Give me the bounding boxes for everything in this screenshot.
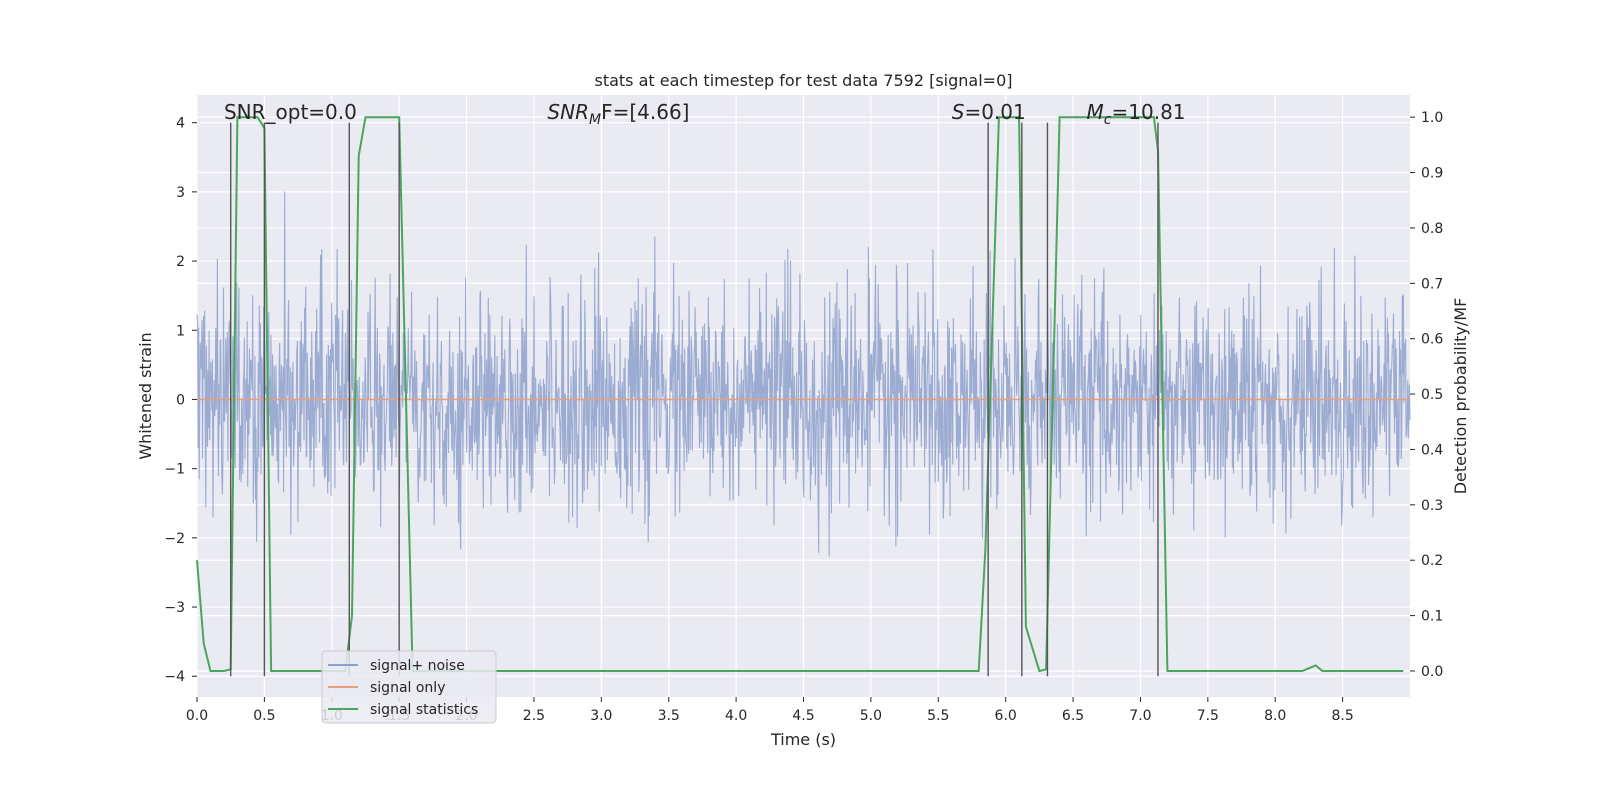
x-tick-9: 4.5 bbox=[792, 708, 814, 724]
annotation-2: S=0.01 bbox=[952, 100, 1026, 124]
y2-tick-4: 0.4 bbox=[1421, 442, 1443, 458]
y-axis-label: Whitened strain bbox=[136, 332, 155, 459]
x-tick-13: 6.5 bbox=[1062, 708, 1084, 724]
y2-tick-8: 0.8 bbox=[1421, 221, 1443, 237]
legend: signal+ noise signal only signal statistic… bbox=[321, 650, 497, 724]
annotation-0: SNR_opt=0.0 bbox=[224, 100, 357, 124]
y2-tick-10: 1.0 bbox=[1421, 110, 1443, 126]
marker-lines bbox=[229, 122, 1159, 677]
x-tick-1: 0.5 bbox=[253, 708, 275, 724]
y2-axis-label: Detection probability/MF bbox=[1451, 298, 1470, 495]
x-tick-12: 6.0 bbox=[995, 708, 1017, 724]
y2-tick-9: 0.9 bbox=[1421, 166, 1443, 182]
x-tick-7: 3.5 bbox=[658, 708, 680, 724]
legend-label-1: signal only bbox=[370, 680, 445, 696]
y2-tick-6: 0.6 bbox=[1421, 332, 1443, 348]
legend-label-0: signal+ noise bbox=[370, 658, 465, 674]
x-tick-14: 7.0 bbox=[1129, 708, 1151, 724]
x-tick-0: 0.0 bbox=[186, 708, 208, 724]
y-axis-ticks: −4 −3 −2 −1 0 1 2 3 4 bbox=[164, 116, 197, 685]
y-tick-0: −4 bbox=[164, 669, 185, 685]
y-tick-6: 2 bbox=[176, 254, 185, 270]
y2-axis-ticks: 0.0 0.1 0.2 0.3 0.4 0.5 0.6 0.7 0.8 0.9 1.0 bbox=[1410, 110, 1443, 680]
x-axis-label: Time (s) bbox=[770, 730, 836, 749]
y-tick-1: −3 bbox=[164, 600, 185, 616]
legend-box bbox=[321, 650, 497, 724]
x-tick-17: 8.5 bbox=[1331, 708, 1353, 724]
y-tick-4: 0 bbox=[176, 392, 185, 408]
x-tick-5: 2.5 bbox=[523, 708, 545, 724]
y-tick-2: −2 bbox=[164, 531, 185, 547]
y2-tick-1: 0.1 bbox=[1421, 609, 1443, 625]
y-tick-3: −1 bbox=[164, 462, 185, 478]
y2-tick-0: 0.0 bbox=[1421, 664, 1443, 680]
annotations: SNR_opt=0.0 SNRMF=[4.66] S=0.01 Mc=10.81 bbox=[224, 100, 1186, 128]
y-tick-5: 1 bbox=[176, 323, 185, 339]
x-tick-16: 8.0 bbox=[1264, 708, 1286, 724]
annotation-1: SNRMF=[4.66] bbox=[547, 100, 689, 128]
x-tick-6: 3.0 bbox=[590, 708, 612, 724]
chart-title: stats at each timestep for test data 759… bbox=[594, 71, 1012, 90]
x-tick-8: 4.0 bbox=[725, 708, 747, 724]
x-tick-10: 5.0 bbox=[860, 708, 882, 724]
y2-tick-3: 0.3 bbox=[1421, 498, 1443, 514]
y2-tick-2: 0.2 bbox=[1421, 553, 1443, 569]
x-tick-15: 7.5 bbox=[1197, 708, 1219, 724]
legend-label-2: signal statistics bbox=[370, 702, 478, 718]
annotation-3: Mc=10.81 bbox=[1087, 100, 1186, 128]
y2-tick-5: 0.5 bbox=[1421, 387, 1443, 403]
y2-tick-7: 0.7 bbox=[1421, 276, 1443, 292]
y-tick-8: 4 bbox=[176, 116, 185, 132]
x-tick-11: 5.5 bbox=[927, 708, 949, 724]
y-tick-7: 3 bbox=[176, 185, 185, 201]
